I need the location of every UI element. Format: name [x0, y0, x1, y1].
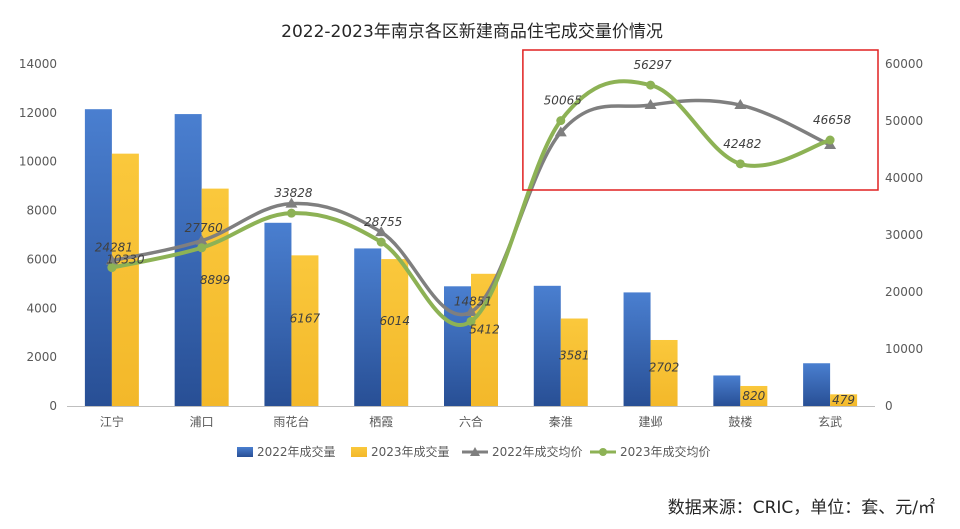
legend-swatch-bar	[351, 447, 367, 457]
marker-2022-point	[285, 197, 298, 208]
y-left-tick-label: 0	[49, 399, 57, 413]
bar-2022	[444, 286, 471, 406]
line-2023-value-label: 24281	[95, 241, 133, 255]
bar-2023-value-label: 6167	[290, 312, 321, 326]
x-tick-label: 鼓楼	[728, 414, 752, 429]
y-left-tick-label: 14000	[19, 57, 57, 71]
marker-2023-point	[646, 80, 656, 90]
source-note: 数据来源：CRIC，单位：套、元/㎡	[668, 498, 935, 518]
chart-title: 2022-2023年南京各区新建商品住宅成交量价情况	[281, 22, 663, 42]
legend-marker	[599, 448, 607, 456]
legend-marker	[470, 447, 480, 456]
legend-group: 2022年成交量 2023年成交量 2022年成交均价 2023年成交均价	[237, 444, 711, 459]
marker-2022-point	[644, 99, 657, 110]
marker-2022-point	[195, 234, 208, 245]
marker-2022-point	[554, 126, 567, 137]
bar-2023	[201, 188, 229, 406]
line-2023-value-label: 50065	[544, 94, 582, 108]
bar-2022	[354, 248, 382, 406]
line-2023-value-label: 46658	[813, 113, 852, 127]
line-2023-value-label: 33828	[274, 186, 313, 200]
bar-2022	[174, 114, 202, 406]
marker-2023-point	[735, 159, 745, 169]
x-tick-label: 浦口	[190, 415, 214, 429]
y-right-tick-label: 0	[885, 399, 893, 413]
bar-2023-value-label: 3581	[559, 348, 590, 362]
bar-2023	[650, 339, 678, 406]
marker-2023-point	[286, 208, 296, 218]
bar-2023	[560, 318, 588, 406]
y-left-tick-label: 2000	[26, 350, 57, 364]
x-tick-label: 玄武	[818, 414, 842, 429]
line-2023-value-label: 42482	[723, 137, 761, 151]
legend-label: 2022年成交均价	[492, 444, 583, 459]
x-tick-label: 建邺	[639, 415, 663, 429]
y-right-tick-label: 60000	[885, 57, 923, 71]
marker-2023-point	[466, 316, 476, 326]
bar-2023-value-label: 10330	[106, 253, 145, 267]
bar-2023	[111, 153, 139, 406]
bar-2023-value-label: 479	[832, 393, 855, 407]
bar-2023	[740, 385, 768, 406]
highlight-group	[522, 49, 879, 191]
marker-2022-point	[105, 254, 118, 265]
line-2023-value-label: 14851	[454, 294, 492, 308]
marker-2022-point	[375, 226, 388, 237]
y-left-tick-label: 8000	[26, 204, 57, 218]
bar-2023-value-label: 5412	[469, 322, 500, 336]
marker-2023-point	[825, 135, 835, 145]
y-left-tick-label: 12000	[19, 106, 57, 120]
bar-2022	[264, 222, 292, 406]
highlight-box	[522, 49, 879, 191]
x-tick-label: 栖霞	[369, 414, 393, 429]
x-tick-label: 秦淮	[549, 415, 573, 429]
axes-group: 0 2000 4000 6000 8000 10000 12000 14000 0 10000 20…	[19, 57, 923, 429]
legend-label: 2023年成交量	[371, 444, 450, 459]
marker-2023-point	[197, 243, 207, 253]
bar-2023	[291, 255, 319, 406]
bar-2023-value-label: 820	[742, 389, 765, 403]
bar-2023	[830, 394, 858, 406]
bar-2022	[533, 285, 561, 406]
bar-2022	[713, 375, 741, 406]
marker-2023-point	[376, 237, 386, 247]
marker-2023-point	[107, 263, 117, 273]
marker-2023-point	[556, 116, 566, 126]
y-right-tick-label: 20000	[885, 285, 923, 299]
y-left-tick-label: 10000	[19, 155, 57, 169]
marker-2022-point	[734, 99, 747, 110]
bar-2023	[381, 259, 409, 406]
y-right-tick-label: 50000	[885, 114, 923, 128]
line-2023-value-label: 56297	[633, 58, 672, 72]
bar-2022	[803, 363, 831, 406]
y-right-tick-label: 10000	[885, 342, 923, 356]
x-tick-label: 江宁	[100, 414, 124, 429]
bar-2023-value-label: 2702	[649, 361, 680, 375]
x-tick-label: 雨花台	[273, 414, 309, 429]
legend-label: 2023年成交均价	[620, 444, 711, 459]
line-2023-value-label: 27760	[185, 221, 224, 235]
data-labels-group: 10330 8899 6167 6014 5412 3581 2702 820 479 24281…	[95, 58, 855, 407]
line-2023-avg-price	[109, 79, 833, 327]
legend-swatch-bar	[237, 447, 253, 457]
line-2023-value-label: 28755	[364, 215, 402, 229]
legend-label: 2022年成交量	[257, 444, 336, 459]
bar-2022	[84, 109, 112, 406]
x-tick-label: 六合	[459, 414, 483, 429]
y-right-tick-label: 30000	[885, 228, 923, 242]
bars-group	[84, 109, 858, 406]
y-right-tick-label: 40000	[885, 171, 923, 185]
bar-2023-value-label: 8899	[200, 273, 231, 287]
y-left-tick-label: 4000	[26, 301, 57, 315]
bar-2023-value-label: 6014	[379, 314, 410, 328]
y-left-tick-label: 6000	[26, 252, 57, 266]
lines-group	[105, 79, 837, 327]
marker-2022-point	[465, 305, 477, 316]
bar-2022	[623, 292, 651, 406]
